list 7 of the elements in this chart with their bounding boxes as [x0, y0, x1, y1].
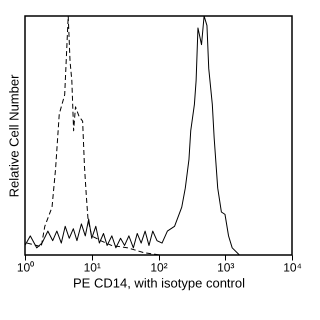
x-tick-label: 10³ — [217, 260, 234, 274]
x-tick-label: 10⁰ — [16, 260, 34, 274]
x-axis-title: PE CD14, with isotype control — [73, 276, 246, 290]
x-tick-label: 10⁴ — [283, 260, 302, 274]
x-tick-label: 10² — [150, 260, 168, 274]
y-axis-title: Relative Cell Number — [6, 74, 22, 198]
x-tick-label: 10¹ — [84, 260, 101, 274]
